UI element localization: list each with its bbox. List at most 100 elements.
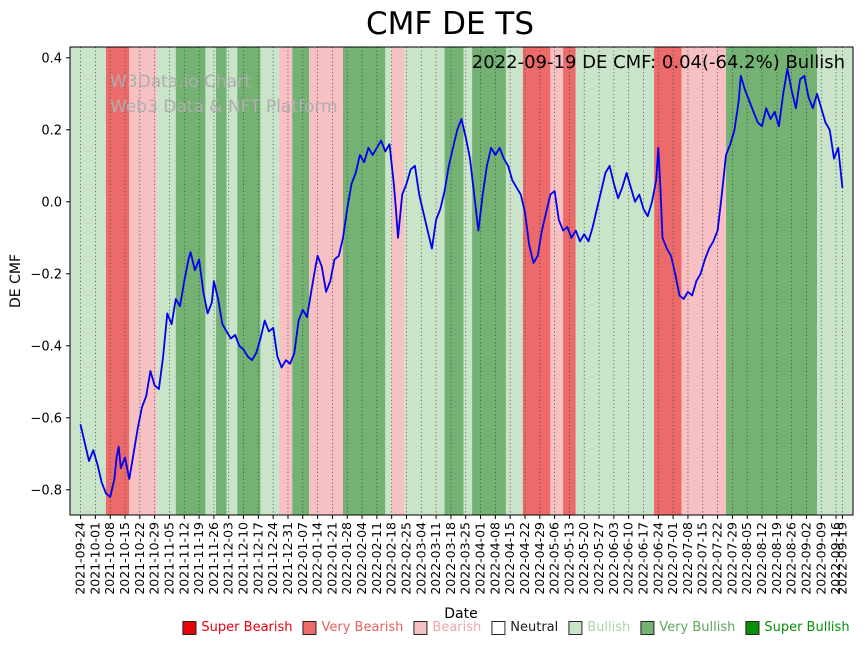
x-tick-label: 2022-05-20 — [576, 522, 591, 595]
x-tick-label: 2022-01-07 — [295, 522, 310, 595]
x-tick-label: 2021-12-24 — [265, 522, 280, 595]
x-tick-label: 2022-09-02 — [798, 522, 813, 595]
legend-label-very-bullish: Very Bullish — [659, 620, 736, 635]
x-tick-label: 2021-12-17 — [250, 522, 265, 595]
sentiment-band-bullish — [205, 47, 217, 515]
x-tick-label: 2022-06-03 — [606, 522, 621, 595]
y-tick-label: 0.0 — [41, 195, 62, 210]
legend-label-super-bullish: Super Bullish — [764, 620, 850, 635]
x-tick-label: 2021-10-15 — [117, 522, 132, 595]
x-tick-label: 2022-06-17 — [635, 522, 650, 595]
x-tick-label: 2022-08-26 — [784, 522, 799, 595]
sentiment-band-very-bullish — [472, 47, 506, 515]
x-tick-label: 2021-12-31 — [280, 522, 295, 595]
legend-swatch-super-bullish — [745, 620, 760, 635]
y-tick-label: −0.8 — [30, 483, 62, 498]
x-tick-label: 2021-10-01 — [87, 522, 102, 595]
sentiment-band-very-bullish — [216, 47, 227, 515]
legend-label-super-bearish: Super Bearish — [201, 620, 293, 635]
x-tick-label: 2022-05-06 — [547, 522, 562, 595]
watermark: W3Data.io Chart Web3 Data & NFT Platform — [110, 70, 338, 120]
x-tick-label: 2022-02-04 — [354, 522, 369, 595]
sentiment-band-very-bearish — [105, 47, 130, 515]
legend-item-super-bearish: Super Bearish — [182, 620, 293, 635]
watermark-line-2: Web3 Data & NFT Platform — [110, 97, 338, 117]
y-tick-label: −0.2 — [30, 267, 62, 282]
sentiment-band-very-bullish — [237, 47, 261, 515]
x-tick-label: 2022-05-27 — [591, 522, 606, 595]
x-tick-label: 2022-01-28 — [339, 522, 354, 595]
x-tick-label: 2022-03-04 — [413, 522, 428, 595]
watermark-line-1: W3Data.io Chart — [110, 72, 251, 92]
x-tick-label: 2022-04-01 — [473, 522, 488, 595]
sentiment-band-bullish — [505, 47, 523, 515]
x-tick-label: 2022-04-22 — [517, 522, 532, 595]
x-tick-label: 2021-11-12 — [176, 522, 191, 595]
x-tick-label: 2022-01-21 — [324, 522, 339, 595]
x-tick-label: 2022-08-19 — [769, 522, 784, 595]
x-tick-label: 2022-07-15 — [695, 522, 710, 595]
sentiment-band-bullish — [260, 47, 280, 515]
legend-label-bearish: Bearish — [432, 620, 482, 635]
x-tick-label: 2022-06-10 — [621, 522, 636, 595]
legend: Super Bearish Very Bearish Bearish Neutral B… — [182, 620, 850, 635]
x-tick-label: 2022-07-29 — [724, 522, 739, 595]
legend-swatch-bearish — [413, 620, 428, 635]
x-tick-label: 2022-04-08 — [487, 522, 502, 595]
x-tick-label: 2022-03-11 — [428, 522, 443, 595]
sentiment-band-bullish — [463, 47, 473, 515]
legend-swatch-bullish — [568, 620, 583, 635]
sentiment-band-bearish — [681, 47, 727, 515]
sentiment-band-bearish — [309, 47, 343, 515]
y-tick-label: 0.2 — [41, 123, 62, 138]
sentiment-band-very-bullish — [175, 47, 206, 515]
x-axis-label: Date — [444, 606, 478, 622]
sentiment-band-bearish — [550, 47, 564, 515]
y-tick-label: 0.4 — [41, 51, 62, 66]
sentiment-band-bullish — [226, 47, 238, 515]
x-tick-label: 2022-04-15 — [502, 522, 517, 595]
sentiment-band-very-bullish — [342, 47, 386, 515]
sentiment-band-bullish — [385, 47, 392, 515]
x-tick-label: 2022-02-11 — [369, 522, 384, 595]
legend-item-bearish: Bearish — [413, 620, 481, 635]
sentiment-band-very-bearish — [522, 47, 551, 515]
sentiment-band-bullish — [817, 47, 853, 515]
sentiment-band-bullish — [70, 47, 106, 515]
sentiment-band-very-bullish — [292, 47, 310, 515]
x-tick-label: 2022-08-05 — [739, 522, 754, 595]
sentiment-band-bullish — [575, 47, 655, 515]
x-tick-label: 2021-09-24 — [73, 522, 88, 595]
legend-item-very-bearish: Very Bearish — [302, 620, 404, 635]
x-tick-label: 2022-08-12 — [754, 522, 769, 595]
x-tick-label: 2022-07-01 — [665, 522, 680, 595]
legend-label-very-bearish: Very Bearish — [321, 620, 404, 635]
plot-frame — [69, 46, 854, 516]
x-tick-label: 2021-12-03 — [221, 522, 236, 595]
legend-swatch-super-bearish — [182, 620, 197, 635]
y-axis-label: DE CMF — [8, 254, 24, 308]
x-tick-label: 2022-07-08 — [680, 522, 695, 595]
x-tick-label: 2021-10-29 — [147, 522, 162, 595]
x-tick-label: 2022-09-19 — [834, 522, 849, 595]
latest-value-annotation: 2022-09-19 DE CMF: 0.04(-64.2%) Bullish — [471, 52, 845, 73]
x-tick-label: 2022-05-13 — [561, 522, 576, 595]
x-tick-label: 2022-01-14 — [310, 522, 325, 595]
legend-item-bullish: Bullish — [568, 620, 630, 635]
sentiment-band-bearish — [391, 47, 405, 515]
x-tick-label: 2021-12-10 — [236, 522, 251, 595]
legend-swatch-very-bearish — [302, 620, 317, 635]
chart-title: CMF DE TS — [365, 6, 535, 42]
legend-label-bullish: Bullish — [587, 620, 631, 635]
x-tick-label: 2022-03-25 — [458, 522, 473, 595]
legend-item-super-bullish: Super Bullish — [745, 620, 850, 635]
y-tick-label: −0.6 — [30, 411, 62, 426]
x-tick-label: 2022-06-24 — [650, 522, 665, 595]
x-tick-label: 2021-10-08 — [102, 522, 117, 595]
x-tick-label: 2021-11-19 — [191, 522, 206, 595]
x-tick-label: 2022-04-29 — [532, 522, 547, 595]
legend-swatch-very-bullish — [640, 620, 655, 635]
sentiment-band-very-bullish — [726, 47, 818, 515]
